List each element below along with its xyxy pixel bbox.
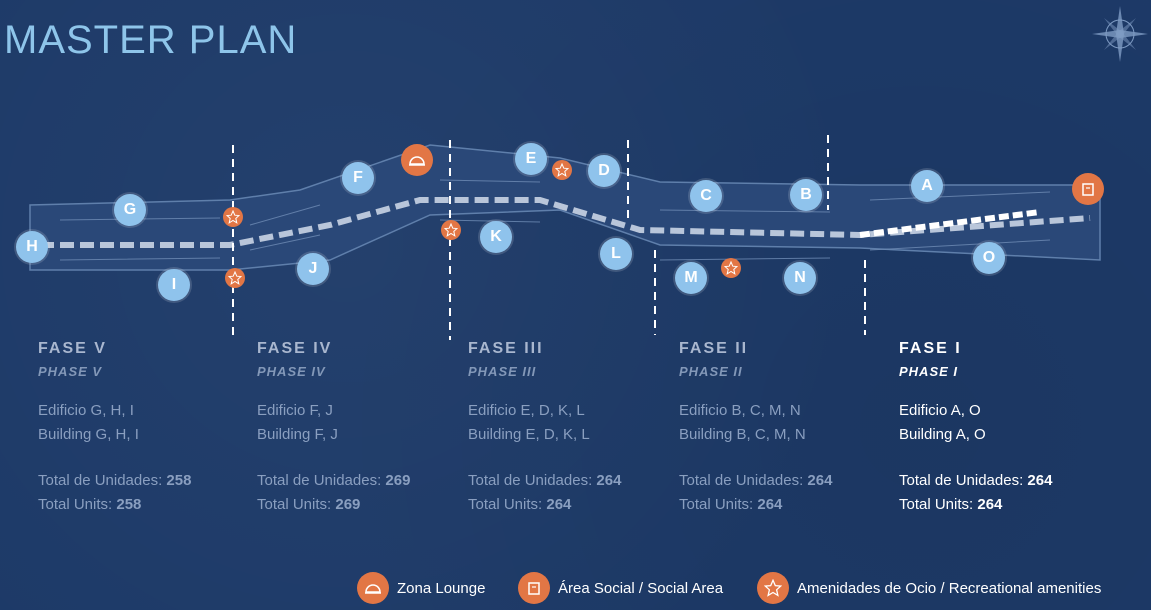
building-marker-k[interactable]: K	[480, 221, 512, 253]
building-marker-d[interactable]: D	[588, 155, 620, 187]
units-value: 264	[1027, 472, 1053, 489]
recreational-marker[interactable]	[552, 160, 572, 180]
star-icon	[757, 572, 789, 604]
units-en-label: Total Units:	[257, 496, 332, 513]
phase-edificio: Edificio A, O	[899, 402, 981, 419]
phase-1-info: FASE I PHASE I Edificio A, O Building A,…	[899, 340, 1109, 515]
building-marker-o[interactable]: O	[973, 242, 1005, 274]
phase-title: FASE III	[468, 340, 544, 357]
units-es-label: Total de Unidades:	[468, 472, 593, 489]
building-marker-j[interactable]: J	[297, 253, 329, 285]
units-es-label: Total de Unidades:	[257, 472, 382, 489]
building-marker-l[interactable]: L	[600, 238, 632, 270]
legend-recreational: Amenidades de Ocio / Recreational amenit…	[757, 572, 1101, 604]
units-value: 264	[977, 496, 1003, 513]
legend-social: Área Social / Social Area	[518, 572, 723, 604]
building-marker-g[interactable]: G	[114, 194, 146, 226]
units-en-label: Total Units:	[38, 496, 113, 513]
legend-recreational-label: Amenidades de Ocio / Recreational amenit…	[797, 579, 1102, 597]
phase-edificio: Edificio E, D, K, L	[468, 402, 585, 419]
star-icon	[555, 163, 569, 177]
star-icon	[444, 223, 458, 237]
phase-building: Building G, H, I	[38, 426, 139, 443]
cloche-icon	[409, 156, 425, 166]
units-es-label: Total de Unidades:	[38, 472, 163, 489]
building-marker-c[interactable]: C	[690, 180, 722, 212]
recreational-marker[interactable]	[721, 258, 741, 278]
phase-subtitle: PHASE I	[899, 364, 959, 379]
building-marker-f[interactable]: F	[342, 162, 374, 194]
phase-building: Building A, O	[899, 426, 986, 443]
legend-social-label: Área Social / Social Area	[558, 579, 724, 597]
units-value: 264	[596, 472, 622, 489]
recreational-marker[interactable]	[441, 220, 461, 240]
phase-subtitle: PHASE II	[679, 364, 743, 379]
building-marker-h[interactable]: H	[16, 231, 48, 263]
phase-subtitle: PHASE V	[38, 364, 103, 379]
main-road	[40, 197, 1091, 248]
phase-edificio: Edificio G, H, I	[38, 402, 134, 419]
units-value: 264	[757, 496, 783, 513]
phase-edificio: Edificio F, J	[257, 402, 333, 419]
building-marker-i[interactable]: I	[158, 269, 190, 301]
recreational-marker[interactable]	[223, 207, 243, 227]
phase-dividers	[232, 135, 866, 340]
recreational-marker[interactable]	[225, 268, 245, 288]
lounge-marker[interactable]	[401, 144, 433, 176]
units-value: 258	[116, 496, 142, 513]
building-marker-m[interactable]: M	[675, 262, 707, 294]
star-icon	[226, 210, 240, 224]
compass-rose-icon	[1092, 6, 1148, 62]
building-icon	[518, 572, 550, 604]
phase-5-info: FASE V PHASE V Edificio G, H, I Building…	[38, 340, 248, 515]
phase-4-info: FASE IV PHASE IV Edificio F, J Building …	[257, 340, 467, 515]
building-marker-n[interactable]: N	[784, 262, 816, 294]
building-marker-a[interactable]: A	[911, 170, 943, 202]
legend-lounge: Zona Lounge	[357, 572, 485, 604]
building-marker-b[interactable]: B	[790, 179, 822, 211]
building-marker-e[interactable]: E	[515, 143, 547, 175]
phase-title: FASE IV	[257, 340, 333, 357]
page-title: MASTER PLAN	[4, 18, 298, 62]
star-icon	[724, 261, 738, 275]
units-value: 269	[385, 472, 411, 489]
phase-building: Building B, C, M, N	[679, 426, 806, 443]
phase-subtitle: PHASE IV	[257, 364, 326, 379]
phase-2-info: FASE II PHASE II Edificio B, C, M, N Bui…	[679, 340, 889, 515]
phase-title: FASE V	[38, 340, 107, 357]
units-value: 264	[807, 472, 833, 489]
units-value: 258	[166, 472, 192, 489]
cloche-icon	[357, 572, 389, 604]
units-en-label: Total Units:	[468, 496, 543, 513]
building-icon	[1082, 183, 1094, 196]
phase-3-info: FASE III PHASE III Edificio E, D, K, L B…	[468, 340, 678, 515]
units-es-label: Total de Unidades:	[679, 472, 804, 489]
phase-edificio: Edificio B, C, M, N	[679, 402, 801, 419]
phase-1-road	[859, 209, 1041, 238]
units-value: 264	[546, 496, 572, 513]
phase-building: Building E, D, K, L	[468, 426, 590, 443]
legend-lounge-label: Zona Lounge	[397, 579, 486, 597]
units-en-label: Total Units:	[679, 496, 754, 513]
site-plan: A B C D E F G H I J K L M N O	[0, 100, 1151, 340]
phase-subtitle: PHASE III	[468, 364, 537, 379]
units-value: 269	[335, 496, 361, 513]
units-en-label: Total Units:	[899, 496, 974, 513]
phase-title: FASE I	[899, 340, 962, 357]
phase-building: Building F, J	[257, 426, 338, 443]
site-plan-drawing	[29, 135, 1101, 340]
social-area-marker[interactable]	[1072, 173, 1104, 205]
phase-title: FASE II	[679, 340, 749, 357]
units-es-label: Total de Unidades:	[899, 472, 1024, 489]
star-icon	[228, 271, 242, 285]
